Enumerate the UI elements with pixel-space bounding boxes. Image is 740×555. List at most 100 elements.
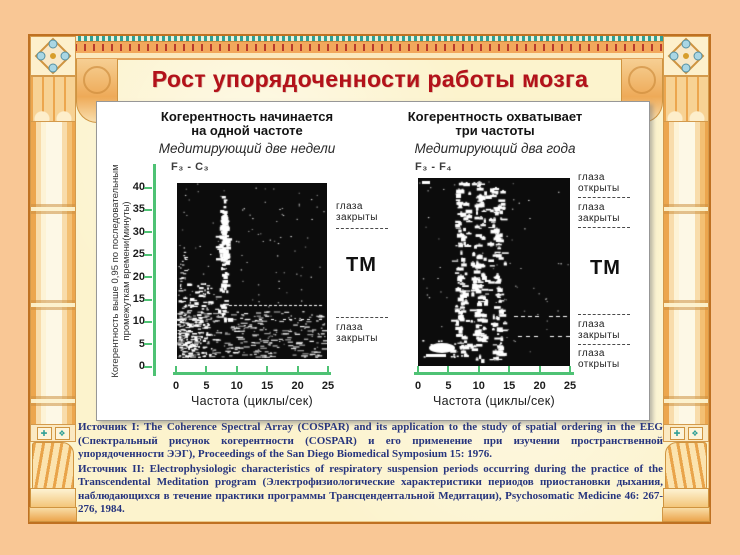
petal-icon [34,49,48,63]
left-chart-subtitle: Медитирующий две недели [158,141,336,156]
teal-dot-band [30,36,709,42]
petal-icon [679,61,693,75]
y-tick-label: 15 [132,293,145,305]
left-chart-title-line1: Когерентность начинается [160,109,334,124]
petal-icon [58,49,72,63]
left-spectral-plot [177,183,327,359]
y-tick-label: 0 [138,360,145,373]
flower-core-icon [48,51,58,61]
y-tick-mark [144,253,152,256]
x-tick-mark [266,366,269,372]
charts-panel: Когерентность начинается на одной частот… [96,101,650,421]
flower-motif-icon [667,37,705,75]
y-tick-mark [144,276,152,279]
y-tick-mark [144,320,152,323]
x-tick-mark [538,366,541,372]
y-tick-mark [144,186,152,189]
left-x-axis-line [173,372,331,375]
wave-ornament [665,442,707,490]
x-tick-label: 0 [172,380,180,392]
eyes-open-label: глаза открыты [578,172,620,194]
x-tick-label: 10 [472,380,485,392]
right-chart-title-line1: Когерентность охватывает [407,109,583,124]
right-series-label: F₃ - F₄ [415,161,453,173]
wave-ornament [32,442,74,490]
petal-icon [667,49,681,63]
x-tick-label: 0 [414,380,422,392]
petal-icon [679,37,693,51]
y-tick-label: 30 [132,225,145,238]
corner-flower-tile [663,36,709,76]
left-series-label: F₃ - C₃ [171,161,210,173]
y-tick-mark [144,343,152,346]
right-spectral-plot [418,178,570,366]
petal-icon [46,37,60,51]
column-pillar-right [663,122,709,424]
right-chart-subtitle: Медитирующий два года [414,141,576,156]
column-frieze [663,76,709,122]
plinth [29,507,77,522]
left-chart-title-line2: на одной частоте [191,123,303,138]
right-chart-title-line2: три частоты [455,123,535,138]
y-tick-label: 35 [132,203,145,216]
eyes-open-label: глаза открыты [578,348,620,370]
eyes-closed-label: глаза закрыты [578,202,620,224]
y-tick-mark [144,208,152,211]
flower-core-icon [681,51,691,61]
dashed-separator [336,317,388,318]
column-base [29,442,77,522]
corner-flower-tile [30,36,76,76]
flower-motif-icon [34,37,72,75]
y-tick-label: 5 [138,337,145,350]
right-chart-header: Когерентность охватывает три частоты Мед… [387,109,603,157]
plinth [663,488,709,509]
x-tick-mark [508,366,511,372]
column-base [662,442,710,522]
cream-band [30,53,709,60]
dashed-separator [336,228,388,229]
x-tick-label: 25 [321,380,335,392]
x-tick-label: 15 [503,380,516,392]
ornament-tiles: ✚ ❖ [30,424,76,442]
x-tick-mark [327,366,329,372]
x-tick-mark [569,366,571,372]
dashed-separator [578,197,630,198]
x-tick-mark [175,366,177,372]
ornament-band [30,42,709,53]
x-tick-mark [296,366,299,372]
dashed-separator [578,227,630,228]
flower-motif-icon: ❖ [54,426,70,440]
dashed-separator [578,314,630,315]
dashed-separator [578,344,630,345]
column-pillar-left [30,122,76,424]
flower-motif-icon: ❖ [687,426,703,440]
x-tick-label: 10 [230,380,243,392]
tm-label: ТМ [346,254,377,276]
y-tick-mark [144,365,152,368]
y-tick-label: 40 [132,181,145,193]
source-2: Источник II: Electrophysiologic characte… [78,462,663,516]
y-tick-label: 25 [132,248,145,261]
column-frieze [30,76,76,122]
x-tick-label: 25 [563,380,577,392]
right-x-axis-line [414,372,574,375]
y-tick-label: 20 [132,270,145,283]
slide-title: Рост упорядоченности работы мозга [151,66,589,92]
x-tick-mark [417,366,419,372]
cross-motif-icon: ✚ [669,426,685,440]
petal-icon [691,49,705,63]
plinth [662,507,710,522]
tm-label: ТМ [590,257,621,279]
x-tick-label: 20 [291,380,304,392]
x-tick-label: 5 [445,380,452,392]
x-tick-mark [447,366,450,372]
eyes-closed-label: глаза закрыты [336,322,378,344]
sources-section: Источник I: The Coherence Spectral Array… [78,421,663,518]
y-tick-label: 10 [132,315,145,328]
x-tick-mark [205,366,208,372]
eyes-closed-label: глаза закрыты [336,201,378,223]
petal-icon [46,61,60,75]
x-tick-label: 20 [533,380,546,392]
x-tick-mark [235,366,238,372]
